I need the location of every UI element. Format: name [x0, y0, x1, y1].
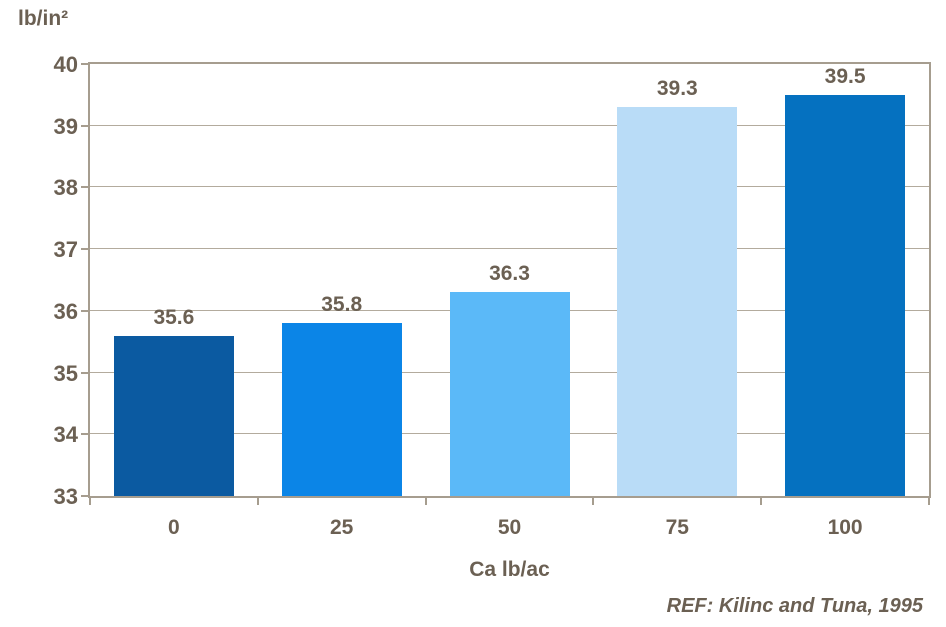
bar-50	[449, 292, 570, 496]
gridline	[90, 124, 929, 126]
y-axis-tick-label: 34	[53, 422, 78, 448]
y-axis-tick	[81, 433, 88, 436]
y-axis-tick-label: 35	[53, 360, 78, 386]
x-axis-tick	[424, 498, 427, 505]
x-axis-tick-label: 50	[497, 516, 522, 539]
x-axis-tick-label: 25	[330, 516, 354, 539]
y-axis-tick-label: 37	[53, 237, 78, 263]
x-axis-tick-label: 100	[827, 516, 863, 539]
bar-value-label: 36.3	[489, 262, 530, 286]
y-axis-tick	[81, 371, 88, 374]
y-axis-tick-label: 40	[53, 52, 78, 77]
bar-0	[113, 335, 234, 496]
bar-value-label: 35.8	[321, 293, 363, 317]
y-axis-tick	[81, 309, 88, 312]
y-axis-tick	[81, 124, 88, 127]
y-axis-title: lb/in²	[18, 7, 69, 30]
bar-100	[785, 94, 906, 496]
x-axis-title: Ca lb/ac	[469, 558, 550, 581]
y-axis-tick	[81, 248, 88, 251]
plot-area: 35.6 35.8 36.3 39.3 39.5	[88, 62, 931, 498]
bar-75	[617, 107, 738, 496]
bar-value-label: 39.5	[824, 64, 866, 88]
bar-value-label: 35.6	[153, 305, 195, 329]
gridline	[90, 186, 929, 188]
bar-25	[281, 323, 402, 496]
gridline	[90, 248, 929, 250]
y-axis-tick	[81, 186, 88, 189]
x-axis-tick	[256, 498, 259, 505]
x-axis-tick	[592, 498, 595, 505]
x-axis-tick	[760, 498, 763, 505]
y-axis-tick-label: 33	[53, 484, 78, 509]
bar-value-label: 39.3	[656, 77, 698, 101]
x-axis-tick-label: 0	[168, 516, 180, 539]
y-axis-tick-label: 36	[53, 298, 78, 324]
x-axis-tick-label: 75	[665, 516, 689, 539]
y-axis-tick	[81, 63, 88, 65]
y-axis-tick-label: 39	[53, 113, 78, 139]
x-axis-tick	[928, 498, 930, 505]
y-axis-tick-label: 38	[53, 175, 78, 201]
y-axis-tick	[81, 495, 88, 497]
reference-text: REF: Kilinc and Tuna, 1995	[666, 595, 923, 617]
x-axis-tick	[89, 498, 91, 505]
